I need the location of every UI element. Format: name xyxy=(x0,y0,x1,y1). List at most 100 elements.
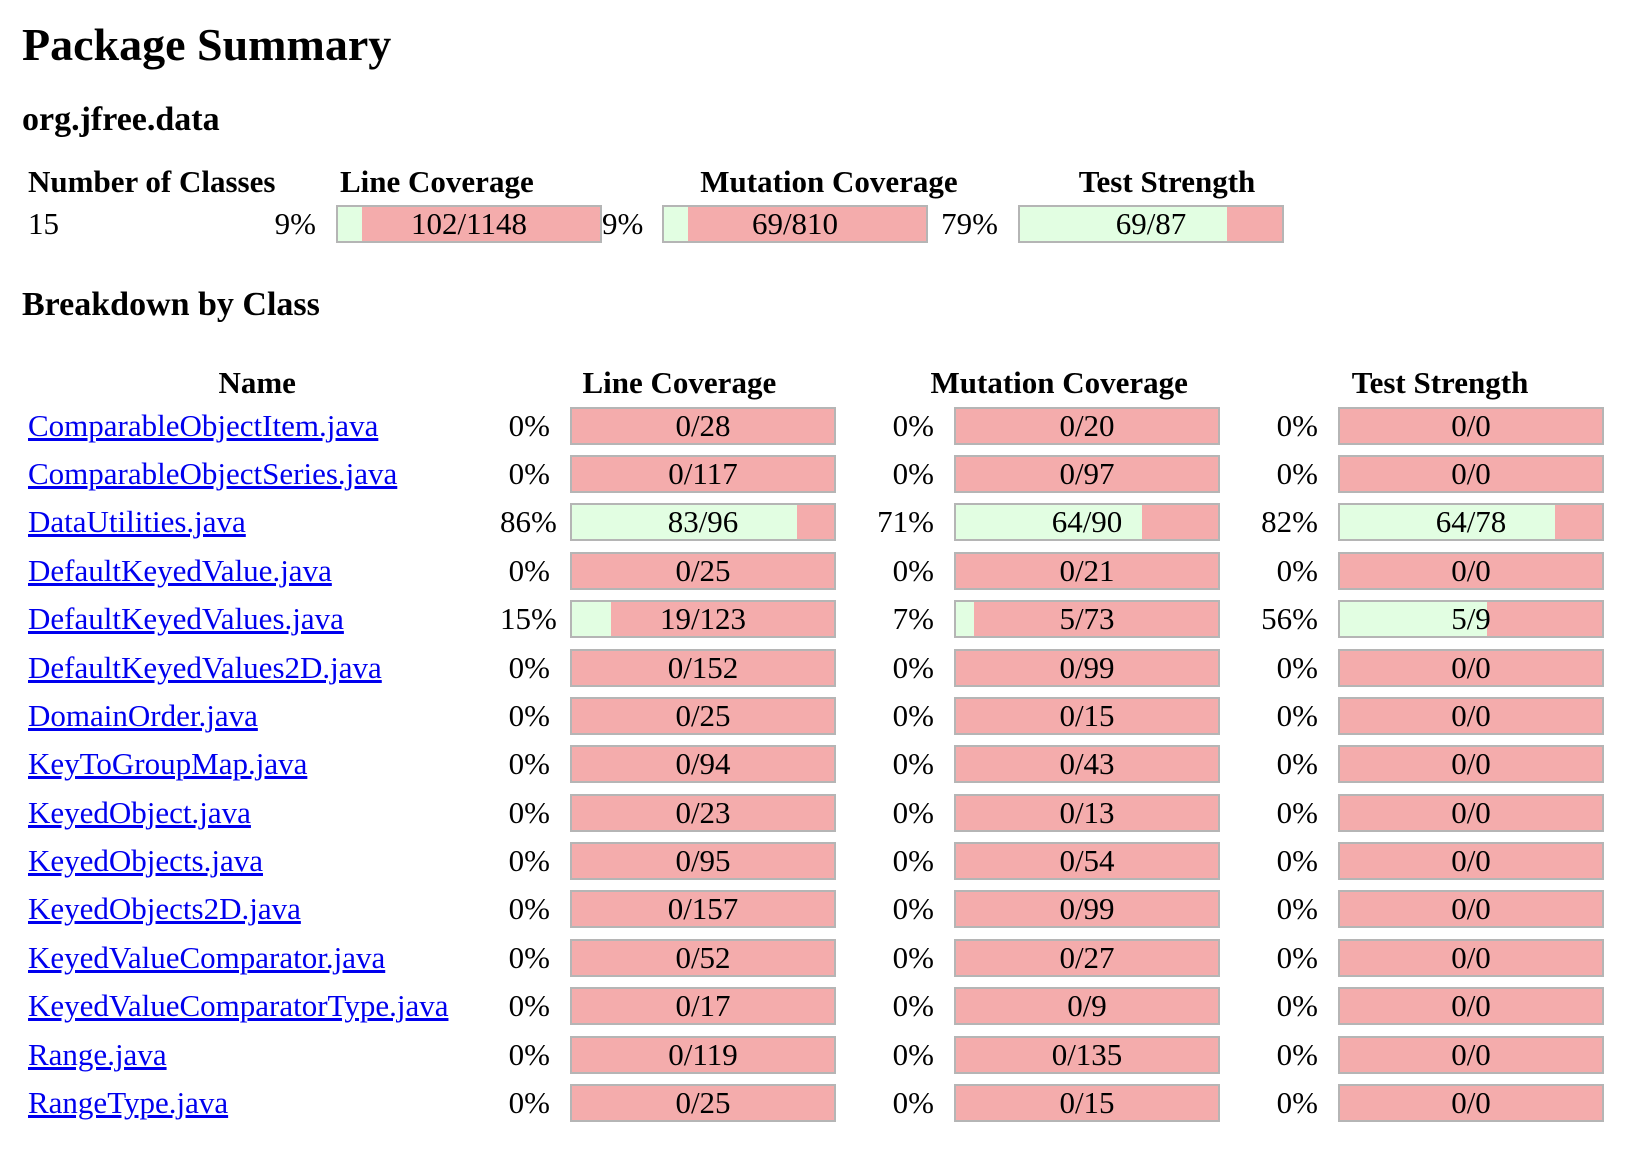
mutation-pct: 0% xyxy=(892,746,934,782)
strength-bar: 0/0 xyxy=(1338,842,1604,881)
strength-pct: 0% xyxy=(1276,1036,1318,1072)
strength-bar: 0/0 xyxy=(1338,938,1604,977)
strength-fill xyxy=(1340,602,1487,637)
strength-label: 0/0 xyxy=(1451,939,1491,975)
mutation-label: 0/99 xyxy=(1059,891,1115,927)
strength-bar: 0/0 xyxy=(1338,793,1604,832)
mutation-bar: 0/43 xyxy=(954,745,1220,784)
class-name-cell: KeyedObject.java xyxy=(22,795,500,831)
strength-label: 0/0 xyxy=(1451,552,1491,588)
mutation-bar: 0/54 xyxy=(954,842,1220,881)
breakdown-header-name: Name xyxy=(218,365,296,401)
line-bar: 0/52 xyxy=(570,938,836,977)
strength-bar: 0/0 xyxy=(1338,745,1604,784)
strength-pct: 82% xyxy=(1261,504,1318,540)
table-row: DataUtilities.java 86% 83/96 71% 64/90 82% 64/… xyxy=(22,498,1628,546)
mutation-pct: 0% xyxy=(892,1036,934,1072)
strength-pct: 0% xyxy=(1276,1085,1318,1121)
line-bar: 0/95 xyxy=(570,842,836,881)
strength-pct: 0% xyxy=(1276,649,1318,685)
table-row: KeyedObject.java 0% 0/23 0% 0/13 0% 0/0 xyxy=(22,789,1628,837)
class-link[interactable]: KeyToGroupMap.java xyxy=(28,746,308,782)
class-name-cell: KeyedObjects.java xyxy=(22,843,500,879)
strength-pct: 0% xyxy=(1276,697,1318,733)
strength-pct: 0% xyxy=(1276,891,1318,927)
mutation-bar: 0/13 xyxy=(954,793,1220,832)
breakdown-title: Breakdown by Class xyxy=(22,285,320,323)
line-label: 0/28 xyxy=(675,407,731,443)
mutation-pct: 0% xyxy=(892,891,934,927)
class-link[interactable]: KeyedObject.java xyxy=(28,794,251,830)
strength-pct: 0% xyxy=(1276,407,1318,443)
mutation-bar: 0/15 xyxy=(954,696,1220,735)
mutation-bar: 0/135 xyxy=(954,1035,1220,1074)
strength-label: 0/0 xyxy=(1451,407,1491,443)
summary-strength-pct: 79% xyxy=(941,205,998,241)
strength-bar: 0/0 xyxy=(1338,890,1604,929)
line-label: 0/95 xyxy=(675,843,731,879)
mutation-bar: 0/21 xyxy=(954,551,1220,590)
mutation-label: 0/27 xyxy=(1059,939,1115,975)
class-link[interactable]: DataUtilities.java xyxy=(28,504,246,540)
page-title: Package Summary xyxy=(22,19,392,70)
class-link[interactable]: DefaultKeyedValues.java xyxy=(28,601,344,637)
strength-bar: 0/0 xyxy=(1338,1035,1604,1074)
strength-label: 0/0 xyxy=(1451,794,1491,830)
mutation-pct: 0% xyxy=(892,407,934,443)
summary-mutation-pct: 9% xyxy=(602,205,644,241)
class-name-cell: KeyedObjects2D.java xyxy=(22,891,500,927)
summary-header-strength: Test Strength xyxy=(1078,163,1256,199)
table-row: KeyedObjects2D.java 0% 0/157 0% 0/99 0% 0/0 xyxy=(22,885,1628,933)
line-pct: 86% xyxy=(500,504,557,540)
class-link[interactable]: ComparableObjectSeries.java xyxy=(28,455,398,491)
class-link[interactable]: KeyedObjects.java xyxy=(28,843,263,879)
strength-label: 0/0 xyxy=(1451,1085,1491,1121)
summary-header-mutation: Mutation Coverage xyxy=(700,163,958,199)
class-link[interactable]: DefaultKeyedValue.java xyxy=(28,552,332,588)
class-link[interactable]: RangeType.java xyxy=(28,1085,229,1121)
strength-label: 0/0 xyxy=(1451,697,1491,733)
line-pct: 0% xyxy=(508,1085,550,1121)
line-bar: 0/117 xyxy=(570,454,836,493)
breakdown-rows: ComparableObjectItem.java 0% 0/28 0% 0/20 0% 0… xyxy=(22,401,1628,1127)
class-link[interactable]: KeyedValueComparator.java xyxy=(28,939,386,975)
mutation-label: 0/135 xyxy=(1051,1036,1123,1072)
mutation-bar: 0/20 xyxy=(954,406,1220,445)
table-row: KeyedObjects.java 0% 0/95 0% 0/54 0% 0/0 xyxy=(22,837,1628,885)
report-page: Package Summary org.jfree.data Number of… xyxy=(22,19,1628,1127)
class-name-cell: KeyedValueComparator.java xyxy=(22,940,500,976)
class-link[interactable]: KeyedValueComparatorType.java xyxy=(28,988,449,1024)
strength-pct: 0% xyxy=(1276,939,1318,975)
class-link[interactable]: DomainOrder.java xyxy=(28,697,258,733)
line-pct: 0% xyxy=(508,552,550,588)
line-fill xyxy=(572,505,798,540)
strength-label: 64/78 xyxy=(1435,504,1507,540)
mutation-bar: 0/27 xyxy=(954,938,1220,977)
mutation-label: 0/43 xyxy=(1059,746,1115,782)
mutation-bar: 5/73 xyxy=(954,600,1220,639)
summary-line-label: 102/1148 xyxy=(411,205,527,241)
strength-pct: 0% xyxy=(1276,843,1318,879)
table-row: KeyedValueComparatorType.java 0% 0/17 0% 0/9… xyxy=(22,982,1628,1030)
summary-values-row: 15 9% 102/1148 9% 69/810 79% 69/87 xyxy=(22,204,1628,244)
class-link[interactable]: ComparableObjectItem.java xyxy=(28,407,379,443)
mutation-label: 0/9 xyxy=(1067,988,1107,1024)
mutation-label: 0/21 xyxy=(1059,552,1115,588)
line-pct: 0% xyxy=(508,697,550,733)
strength-label: 0/0 xyxy=(1451,649,1491,685)
summary-header-line: Line Coverage xyxy=(340,163,534,199)
line-bar: 0/119 xyxy=(570,1035,836,1074)
mutation-label: 0/54 xyxy=(1059,843,1115,879)
table-row: DomainOrder.java 0% 0/25 0% 0/15 0% 0/0 xyxy=(22,692,1628,740)
line-label: 0/25 xyxy=(675,552,731,588)
class-name-cell: DomainOrder.java xyxy=(22,698,500,734)
line-bar: 0/152 xyxy=(570,648,836,687)
class-link[interactable]: DefaultKeyedValues2D.java xyxy=(28,649,382,685)
line-bar: 0/157 xyxy=(570,890,836,929)
strength-label: 0/0 xyxy=(1451,1036,1491,1072)
mutation-pct: 0% xyxy=(892,455,934,491)
class-link[interactable]: KeyedObjects2D.java xyxy=(28,891,301,927)
table-row: KeyToGroupMap.java 0% 0/94 0% 0/43 0% 0/0 xyxy=(22,740,1628,788)
class-name-cell: DefaultKeyedValues2D.java xyxy=(22,650,500,686)
class-link[interactable]: Range.java xyxy=(28,1036,167,1072)
